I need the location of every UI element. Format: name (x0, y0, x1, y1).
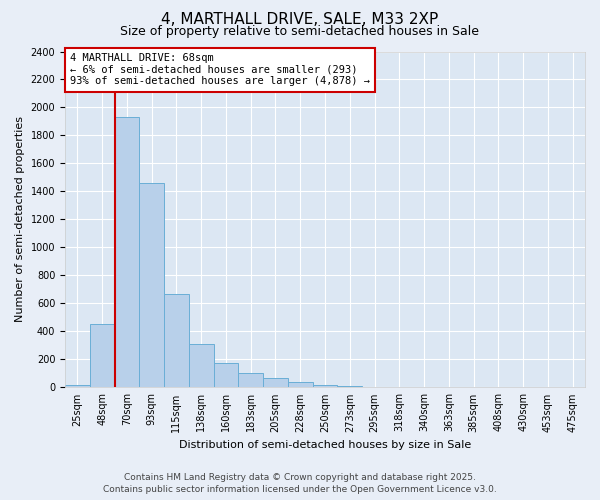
Bar (115, 118, 139, 388)
Text: Contains HM Land Registry data © Crown copyright and database right 2025.
Contai: Contains HM Land Registry data © Crown c… (103, 472, 497, 494)
Bar (164, 294, 189, 388)
Bar (90, 324, 115, 388)
X-axis label: Distribution of semi-detached houses by size in Sale: Distribution of semi-detached houses by … (179, 440, 471, 450)
Text: 4 MARTHALL DRIVE: 68sqm
← 6% of semi-detached houses are smaller (293)
93% of se: 4 MARTHALL DRIVE: 68sqm ← 6% of semi-det… (70, 53, 370, 86)
Bar (65, 384, 90, 388)
Bar (337, 386, 362, 388)
Bar (362, 386, 387, 388)
Bar (263, 378, 288, 388)
Bar (313, 384, 337, 388)
Bar (238, 374, 263, 388)
Bar (189, 344, 214, 388)
Text: Size of property relative to semi-detached houses in Sale: Size of property relative to semi-detach… (121, 25, 479, 38)
Text: 4, MARTHALL DRIVE, SALE, M33 2XP: 4, MARTHALL DRIVE, SALE, M33 2XP (161, 12, 439, 28)
Bar (288, 382, 313, 388)
Bar (139, 183, 164, 388)
Bar (214, 363, 238, 388)
Y-axis label: Number of semi-detached properties: Number of semi-detached properties (15, 116, 25, 322)
